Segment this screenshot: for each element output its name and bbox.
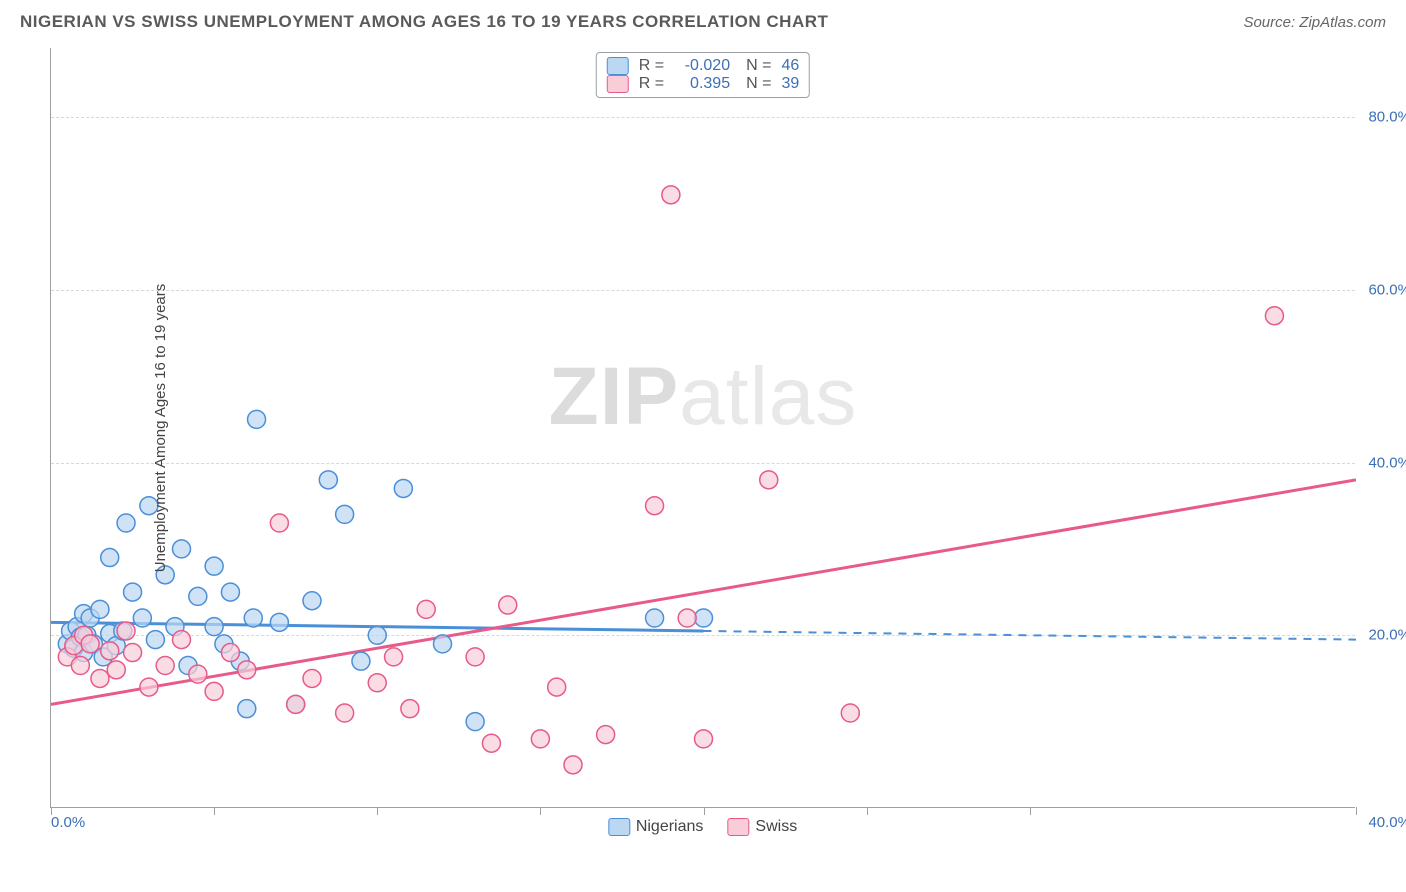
scatter-svg — [51, 48, 1356, 808]
x-tick-label: 0.0% — [51, 814, 85, 831]
data-point — [319, 471, 337, 489]
data-point — [221, 644, 239, 662]
data-point — [352, 652, 370, 670]
data-point — [173, 540, 191, 558]
x-tick-mark — [867, 807, 868, 815]
legend-item: Swiss — [727, 818, 797, 836]
data-point — [248, 410, 266, 428]
data-point — [205, 618, 223, 636]
chart-area: ZIPatlas R =-0.020N =46R =0.395N =39 20.… — [50, 48, 1355, 808]
data-point — [91, 669, 109, 687]
legend-item: Nigerians — [608, 818, 704, 836]
data-point — [173, 631, 191, 649]
data-point — [146, 631, 164, 649]
y-tick-label: 60.0% — [1361, 281, 1406, 298]
data-point — [662, 186, 680, 204]
y-tick-label: 20.0% — [1361, 627, 1406, 644]
legend-swatch — [608, 818, 630, 836]
x-tick-mark — [1356, 807, 1357, 815]
legend-label: Swiss — [755, 818, 797, 836]
data-point — [695, 609, 713, 627]
data-point — [303, 669, 321, 687]
data-point — [101, 642, 119, 660]
y-axis-title: Unemployment Among Ages 16 to 19 years — [152, 284, 169, 573]
data-point — [238, 661, 256, 679]
data-point — [482, 734, 500, 752]
data-point — [695, 730, 713, 748]
data-point — [156, 657, 174, 675]
data-point — [101, 549, 119, 567]
data-point — [548, 678, 566, 696]
data-point — [270, 514, 288, 532]
data-point — [205, 557, 223, 575]
data-point — [646, 497, 664, 515]
data-point — [244, 609, 262, 627]
data-point — [91, 600, 109, 618]
data-point — [336, 704, 354, 722]
data-point — [71, 657, 89, 675]
x-tick-mark — [214, 807, 215, 815]
data-point — [417, 600, 435, 618]
y-tick-label: 80.0% — [1361, 109, 1406, 126]
data-point — [133, 609, 151, 627]
data-point — [124, 583, 142, 601]
data-point — [117, 514, 135, 532]
data-point — [221, 583, 239, 601]
legend-label: Nigerians — [636, 818, 704, 836]
data-point — [531, 730, 549, 748]
x-tick-label: 40.0% — [1368, 814, 1406, 831]
plot-box: ZIPatlas R =-0.020N =46R =0.395N =39 20.… — [50, 48, 1355, 808]
data-point — [336, 505, 354, 523]
data-point — [564, 756, 582, 774]
chart-title: NIGERIAN VS SWISS UNEMPLOYMENT AMONG AGE… — [20, 12, 828, 32]
data-point — [368, 626, 386, 644]
data-point — [189, 665, 207, 683]
data-point — [394, 479, 412, 497]
data-point — [646, 609, 664, 627]
y-tick-label: 40.0% — [1361, 454, 1406, 471]
source-attribution: Source: ZipAtlas.com — [1243, 14, 1386, 31]
data-point — [678, 609, 696, 627]
x-tick-mark — [540, 807, 541, 815]
series-legend: Nigerians Swiss — [608, 818, 797, 836]
data-point — [841, 704, 859, 722]
data-point — [81, 635, 99, 653]
data-point — [238, 700, 256, 718]
data-point — [1265, 307, 1283, 325]
regression-line-dashed — [704, 631, 1357, 640]
data-point — [303, 592, 321, 610]
data-point — [287, 695, 305, 713]
data-point — [434, 635, 452, 653]
data-point — [760, 471, 778, 489]
legend-swatch — [727, 818, 749, 836]
data-point — [499, 596, 517, 614]
header: NIGERIAN VS SWISS UNEMPLOYMENT AMONG AGE… — [0, 0, 1406, 40]
x-tick-mark — [704, 807, 705, 815]
data-point — [466, 713, 484, 731]
data-point — [368, 674, 386, 692]
data-point — [189, 587, 207, 605]
data-point — [270, 613, 288, 631]
data-point — [385, 648, 403, 666]
x-tick-mark — [1030, 807, 1031, 815]
data-point — [205, 682, 223, 700]
data-point — [124, 644, 142, 662]
data-point — [466, 648, 484, 666]
x-tick-mark — [377, 807, 378, 815]
data-point — [140, 678, 158, 696]
data-point — [401, 700, 419, 718]
data-point — [117, 622, 135, 640]
data-point — [107, 661, 125, 679]
data-point — [597, 726, 615, 744]
